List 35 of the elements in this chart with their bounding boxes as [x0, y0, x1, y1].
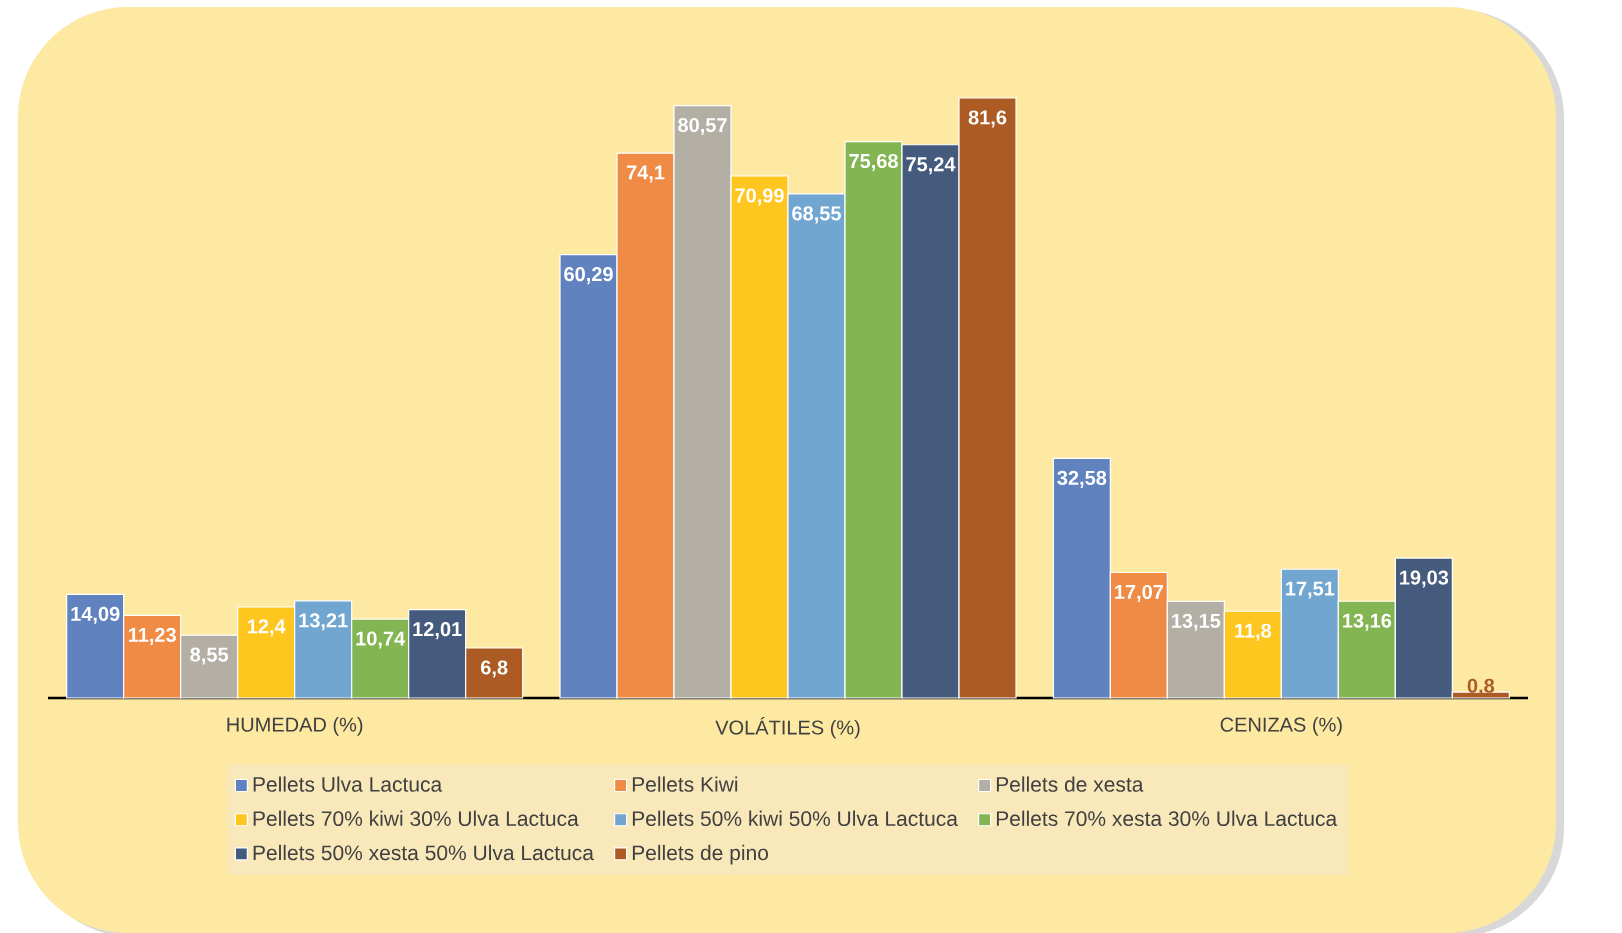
legend-label: Pellets de pino: [632, 844, 769, 865]
data-label: 13,21: [299, 613, 348, 631]
data-label: 12,4: [247, 619, 286, 637]
data-label: 14,09: [71, 606, 120, 624]
data-label: 75,24: [906, 157, 956, 175]
legend-label: Pellets 50% xesta 50% Ulva Lactuca: [253, 844, 594, 861]
data-label: 68,55: [792, 206, 841, 224]
data-label: 8,55: [190, 647, 229, 665]
legend-label: Pellets 70% kiwi 30% Ulva Lactuca: [253, 810, 579, 827]
data-label: 0,8: [1467, 678, 1495, 696]
data-label: 17,51: [1286, 581, 1335, 599]
data-label: 10,74: [356, 631, 406, 649]
data-label: 80,57: [678, 117, 727, 136]
x-tick-label: VOLÁTILES (%): [715, 717, 860, 739]
data-label: 70,99: [735, 188, 784, 206]
data-label: 75,68: [849, 153, 898, 171]
data-label: 60,29: [564, 267, 613, 285]
data-label: 17,07: [1115, 584, 1163, 602]
legend-label: Pellets Ulva Lactuca: [253, 776, 443, 792]
x-tick-label: HUMEDAD (%): [227, 717, 363, 736]
legend-label: Pellets de xesta: [996, 776, 1144, 792]
data-label: 13,15: [1172, 613, 1221, 631]
x-tick-label: CENIZAS (%): [1220, 717, 1342, 736]
data-label: 19,03: [1400, 570, 1449, 588]
data-label: 32,58: [1057, 470, 1107, 488]
data-label: 74,1: [626, 165, 665, 183]
data-label: 11,23: [128, 627, 176, 645]
legend-label: Pellets 50% kiwi 50% Ulva Lactuca: [632, 810, 958, 827]
data-label: 6,8: [481, 660, 508, 678]
legend-label: Pellets 70% xesta 30% Ulva Lactuca: [996, 810, 1338, 827]
legend-label: Pellets Kiwi: [632, 776, 738, 792]
data-label: 13,16: [1343, 613, 1392, 631]
data-label: 11,8: [1235, 623, 1272, 641]
data-label: 81,6: [968, 110, 1007, 128]
data-label: 12,01: [413, 622, 462, 640]
